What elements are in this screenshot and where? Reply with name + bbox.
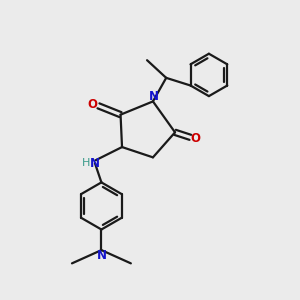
Text: N: N xyxy=(149,91,159,103)
Text: N: N xyxy=(96,249,106,262)
Text: H: H xyxy=(82,158,90,168)
Text: N: N xyxy=(90,157,100,170)
Text: O: O xyxy=(88,98,98,111)
Text: O: O xyxy=(190,132,201,145)
